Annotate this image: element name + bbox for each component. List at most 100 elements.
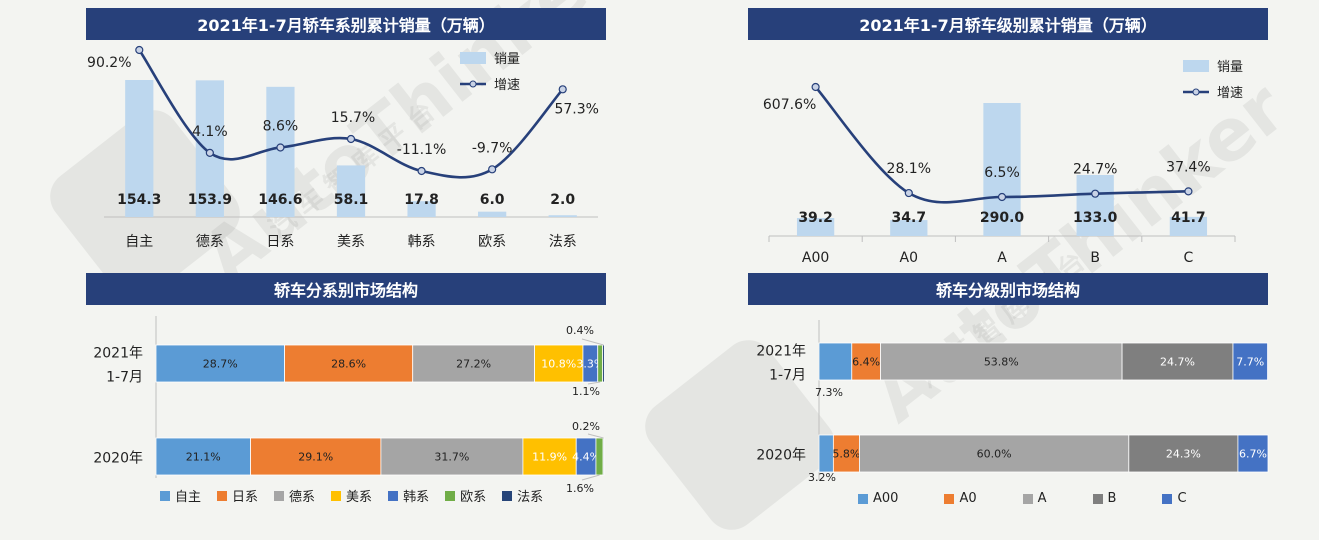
segment-A00 [818,342,853,381]
growth-value-label: 6.5% [984,165,1020,181]
growth-value-label: 57.3% [554,101,598,117]
growth-point [346,134,356,144]
charts-canvas: 154.3 自主 153.9 德系 146.6 日系 58.1 美系 17.8 韩系 6.0 欧系 2.… [87,45,1269,495]
legend-item-A00: A00 [858,491,898,506]
segment-value-label: 3.3% [576,358,604,371]
growth-point [135,45,144,55]
leader-line [581,338,604,346]
legend-label: 自主 [175,490,202,505]
bar-value-label: 153.9 [188,192,232,208]
growth-point [1184,187,1193,196]
growth-value-label: 90.2% [87,55,131,71]
segment-value-label: 28.6% [331,358,366,371]
growth-point [558,85,567,94]
growth-point [205,148,214,157]
legend-label: 德系 [289,490,316,505]
category-label: A00 [802,250,829,266]
segment-B [1128,434,1239,473]
category-label: 2021年 [756,344,806,360]
segment-德系 [380,437,524,476]
legend-item-C: C [1162,491,1187,506]
legend-label: B [1107,491,1117,506]
legend-swatch [274,490,285,501]
legend-class-share: A00 A0 A B C [858,491,1187,506]
segment-欧系 [597,344,604,383]
chart-title-series-sales: 2021年1-7月轿车系别累计销量（万辆） [86,8,606,40]
growth-value-label: 8.6% [263,118,299,134]
legend-line-label: 增速 [494,78,520,93]
growth-value-label: 15.7% [331,110,375,126]
bar-value-label: 154.3 [117,192,161,208]
bar-德系 [195,80,224,217]
growth-value-label: 24.7% [1073,162,1117,178]
legend-label: 韩系 [403,490,430,505]
bar-法系 [548,215,577,217]
segment-B [1121,342,1234,381]
segment-德系 [412,344,535,383]
segment-法系 [602,437,605,476]
bar-value-label: 133.0 [1073,210,1118,226]
segment-value-label: 7.7% [1236,356,1264,369]
category-label: 法系 [549,234,577,250]
bar-C [1169,216,1208,236]
growth-point [904,188,913,198]
bar-value-label: 39.2 [798,210,833,226]
category-label: A0 [900,250,918,266]
legend-swatch [1162,493,1173,504]
bar-自主 [125,80,154,217]
category-label: 1-7月 [106,370,143,386]
segment-value-label: 6.4% [852,356,880,369]
legend-swatch [1092,493,1103,504]
segment-value-label: 24.3% [1166,448,1201,461]
legend-swatch [331,490,342,501]
leader-line [587,433,604,439]
segment-value-label: 6.7% [1239,448,1267,461]
segment-C [1232,342,1268,381]
segment-美系 [534,344,584,383]
category-label: 1-7月 [769,368,806,384]
growth-line [814,86,1189,204]
growth-value-label: 28.1% [887,161,931,177]
segment-value-label: 7.3% [815,386,843,399]
segment-value-label: 27.2% [456,358,491,371]
leader-line [587,381,601,385]
legend-swatch [502,490,513,501]
growth-point [811,82,820,92]
growth-point [488,165,497,174]
legend-label: 欧系 [460,490,487,505]
segment-日系 [284,344,414,383]
bar-韩系 [407,201,436,217]
bar-A [983,103,1021,236]
segment-value-label: 1.1% [572,385,600,398]
growth-value-label: 4.1% [192,124,228,140]
segment-value-label: 4.4% [572,451,600,464]
growth-value-label: -11.1% [397,142,447,158]
segment-value-label: 31.7% [434,451,469,464]
bar-A0 [890,220,928,236]
legend-item-日系: 日系 [217,486,258,505]
category-label: 2020年 [756,448,806,464]
legend-swatch [388,490,399,501]
legend-swatch [858,493,868,504]
legend-item-欧系: 欧系 [445,486,486,505]
legend-label: 日系 [232,490,259,505]
bar-欧系 [478,211,507,217]
legend-item-韩系: 韩系 [388,486,429,505]
legend-label: A00 [873,491,899,506]
legend-label: A0 [959,491,977,506]
legend-series-share: 自主 日系 德系 美系 韩系 欧系 法系 [160,486,543,505]
category-label: A [997,250,1007,266]
bar-value-label: 290.0 [980,210,1025,226]
category-label: 2020年 [93,451,143,467]
growth-point [997,192,1007,202]
bar-日系 [266,86,295,217]
legend-swatch [445,490,456,501]
legend-label: 美系 [346,490,373,505]
segment-value-label: 53.8% [984,356,1019,369]
growth-point [276,143,285,152]
segment-value-label: 24.7% [1160,356,1195,369]
bar-B [1076,175,1114,236]
bar-value-label: 6.0 [480,192,505,208]
segment-A00 [818,434,834,473]
segment-value-label: 28.7% [203,358,238,371]
